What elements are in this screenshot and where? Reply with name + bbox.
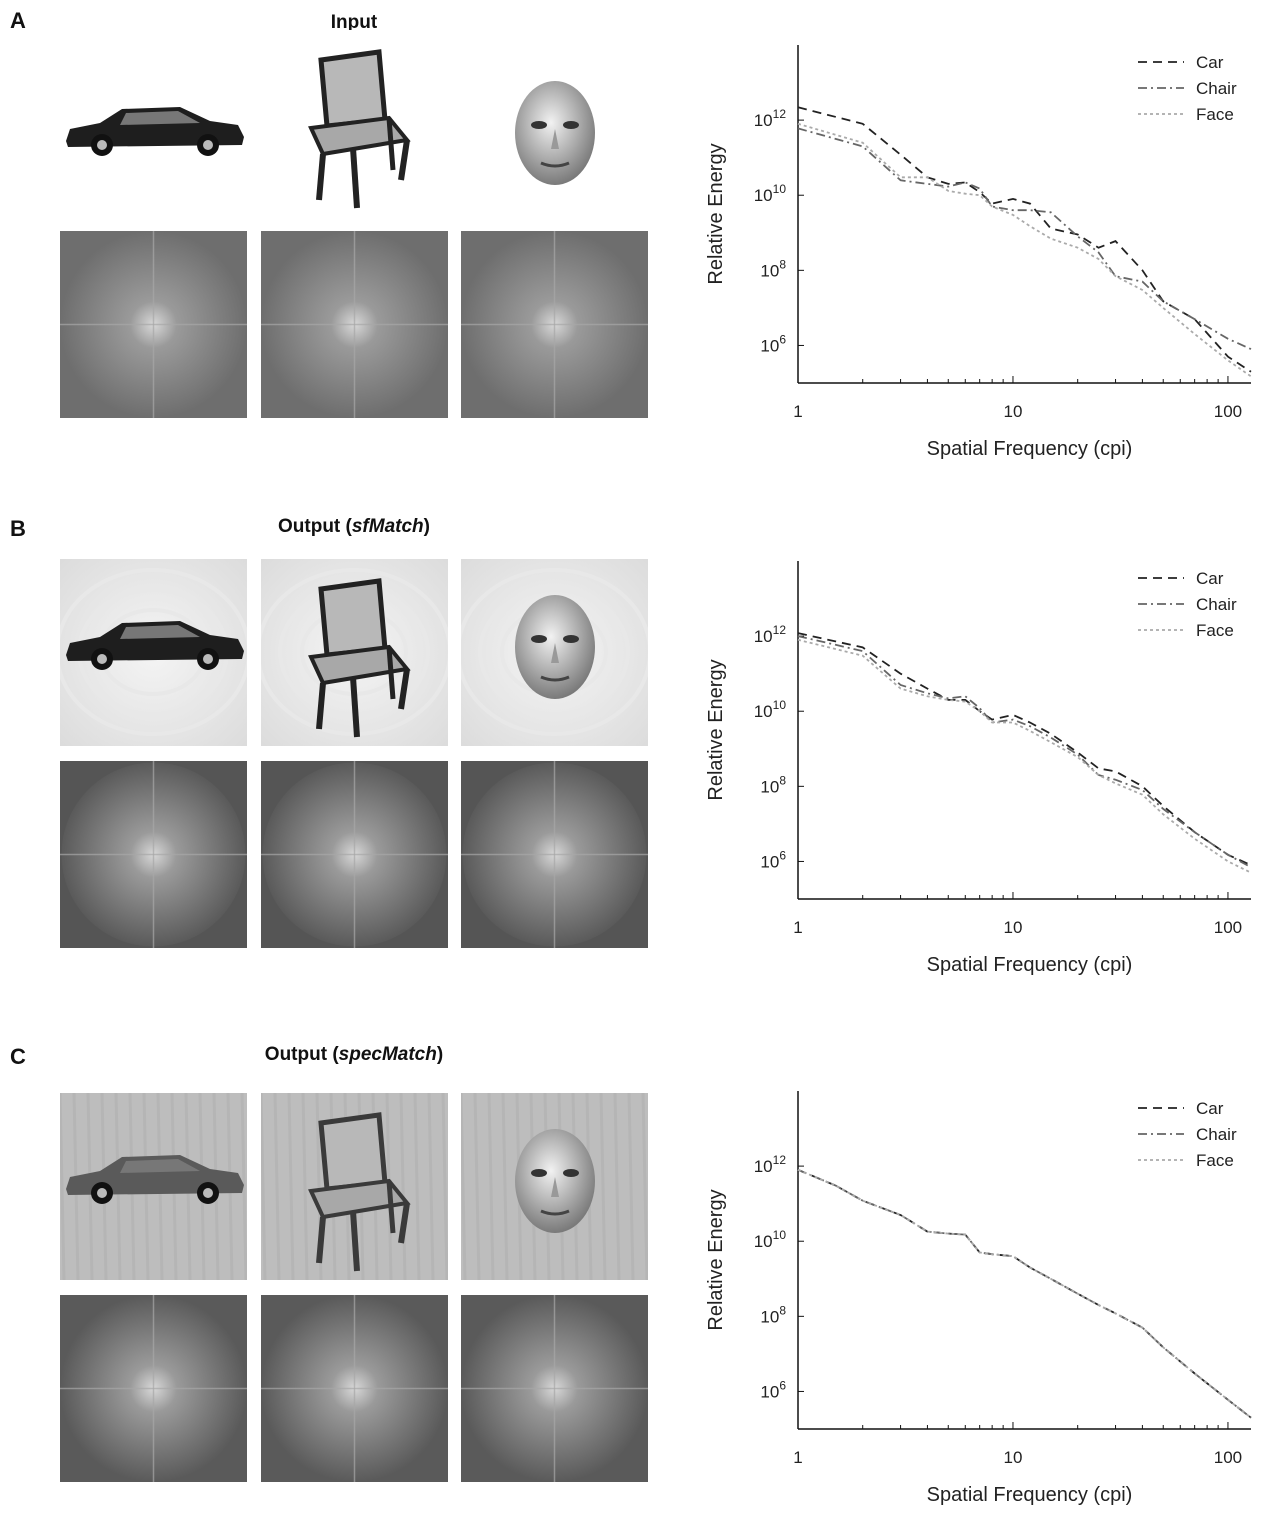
legend-label: Face xyxy=(1196,621,1234,640)
car-shape xyxy=(66,1155,244,1204)
series-line-car xyxy=(797,106,1252,373)
series-line-chair xyxy=(797,127,1252,350)
panel-title-main: Output xyxy=(264,1044,333,1065)
panel-letter: B xyxy=(10,516,26,541)
y-tick-label: 1010 xyxy=(754,182,787,205)
series-line-chair xyxy=(797,1168,1252,1419)
panel-title-main: Output xyxy=(278,516,346,537)
chair-spectrum-image xyxy=(261,231,448,418)
x-axis-label: Spatial Frequency (cpi) xyxy=(927,954,1133,976)
series-line-face xyxy=(797,1168,1252,1419)
face-photo-icon xyxy=(461,559,648,746)
panel-title-italic: sfMatch xyxy=(351,516,424,537)
chair-photo-icon xyxy=(261,30,448,217)
face-photo-icon xyxy=(461,1093,648,1280)
energy-chart: 1 10 100 106 108 1010 1012 Spatial Frequency (c… xyxy=(690,20,1261,460)
car-shape xyxy=(66,621,244,670)
series-line-face xyxy=(797,122,1252,378)
legend-label: Face xyxy=(1196,1151,1234,1170)
panel-letter: A xyxy=(10,8,26,33)
face-spectrum-image xyxy=(461,231,648,418)
y-tick-label: 106 xyxy=(760,1378,786,1401)
panel-title: Output (sfMatch) xyxy=(60,516,648,538)
face-shape xyxy=(515,595,595,699)
x-tick-label: 10 xyxy=(1004,1448,1023,1467)
face-shape xyxy=(515,81,595,185)
y-axis-label: Relative Energy xyxy=(705,659,727,800)
y-tick-label: 106 xyxy=(760,848,786,871)
legend-label: Car xyxy=(1196,569,1224,588)
legend-label: Chair xyxy=(1196,79,1237,98)
series-line-chair xyxy=(797,635,1252,869)
x-axis-label: Spatial Frequency (cpi) xyxy=(927,438,1133,460)
y-tick-label: 1012 xyxy=(754,623,787,646)
y-tick-label: 106 xyxy=(760,332,786,355)
y-axis-label: Relative Energy xyxy=(705,143,727,284)
panel-letter: C xyxy=(10,1044,26,1069)
x-tick-label: 1 xyxy=(793,402,802,421)
face-spectrum-image xyxy=(461,1295,648,1482)
car-photo-icon xyxy=(60,1093,247,1280)
panel-title-open: ( xyxy=(345,516,352,537)
face-photo-icon xyxy=(461,45,648,232)
car-photo-icon xyxy=(60,45,247,232)
x-tick-label: 1 xyxy=(793,1448,802,1467)
chair-spectrum-image xyxy=(261,761,448,948)
x-axis-label: Spatial Frequency (cpi) xyxy=(927,1484,1133,1506)
chair-spectrum-image xyxy=(261,1295,448,1482)
face-shape xyxy=(515,1129,595,1233)
chair-shape xyxy=(308,578,411,738)
chair-shape xyxy=(308,1112,411,1272)
series-line-car xyxy=(797,632,1252,866)
series-line-car xyxy=(797,1168,1252,1419)
legend-label: Car xyxy=(1196,1099,1224,1118)
y-tick-label: 108 xyxy=(760,773,786,796)
y-axis-label: Relative Energy xyxy=(705,1189,727,1330)
x-tick-label: 100 xyxy=(1214,918,1242,937)
y-tick-label: 108 xyxy=(760,1303,786,1326)
car-photo-icon xyxy=(60,559,247,746)
y-tick-label: 1012 xyxy=(754,1153,787,1176)
x-tick-label: 100 xyxy=(1214,1448,1242,1467)
legend-label: Chair xyxy=(1196,1125,1237,1144)
panel-title: Output (specMatch) xyxy=(60,1044,648,1066)
y-tick-label: 1010 xyxy=(754,698,787,721)
x-tick-label: 10 xyxy=(1004,402,1023,421)
energy-chart: 1 10 100 106 108 1010 1012 Spatial Frequency (c… xyxy=(690,536,1261,976)
panel-b: B Output (sfMatch) 1 10 100 106 108 1010 1012 S… xyxy=(0,510,1261,1010)
y-tick-label: 1010 xyxy=(754,1228,787,1251)
energy-chart: 1 10 100 106 108 1010 1012 Spatial Frequency (c… xyxy=(690,1066,1261,1506)
legend-label: Face xyxy=(1196,105,1234,124)
y-tick-label: 108 xyxy=(760,257,786,280)
panel-title: Input xyxy=(60,12,648,34)
chair-photo-icon xyxy=(261,1093,448,1280)
panel-c: C Output (specMatch) 1 10 100 106 108 1010 101… xyxy=(0,1040,1261,1527)
panel-title-open: ( xyxy=(332,1044,339,1065)
face-spectrum-image xyxy=(461,761,648,948)
panel-a: A Input 1 10 100 106 108 1010 1012 Spatial Freq… xyxy=(0,0,1261,470)
y-tick-label: 1012 xyxy=(754,107,787,130)
chair-shape xyxy=(308,49,411,209)
car-spectrum-image xyxy=(60,1295,247,1482)
panel-title-italic: specMatch xyxy=(338,1044,437,1065)
legend-label: Car xyxy=(1196,53,1224,72)
legend-label: Chair xyxy=(1196,595,1237,614)
x-tick-label: 100 xyxy=(1214,402,1242,421)
chair-photo-icon xyxy=(261,559,448,746)
panel-title-close: ) xyxy=(423,516,430,537)
car-spectrum-image xyxy=(60,231,247,418)
car-spectrum-image xyxy=(60,761,247,948)
series-line-face xyxy=(797,638,1252,874)
x-tick-label: 1 xyxy=(793,918,802,937)
panel-title-main: Input xyxy=(330,12,378,33)
panel-title-close: ) xyxy=(436,1044,444,1065)
car-shape xyxy=(66,107,244,156)
x-tick-label: 10 xyxy=(1004,918,1023,937)
